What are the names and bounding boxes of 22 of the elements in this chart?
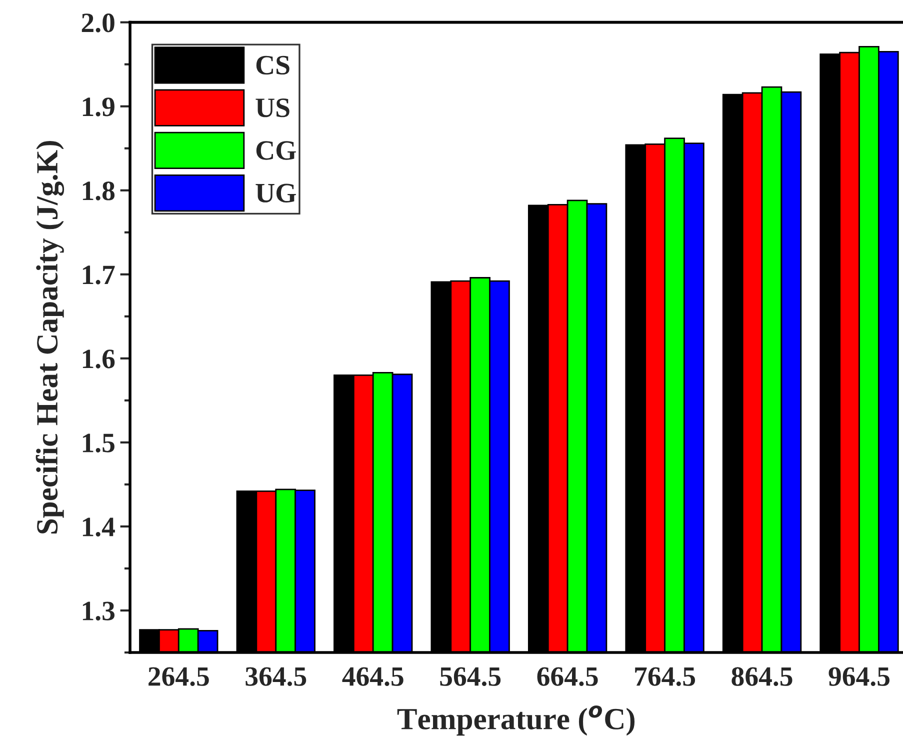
x-tick-label: 264.5 bbox=[148, 667, 209, 686]
legend-label: UG bbox=[256, 184, 296, 202]
x-tick-label: 364.5 bbox=[246, 667, 306, 686]
x-tick-label: 864.5 bbox=[732, 667, 792, 686]
legend-label: CG bbox=[256, 141, 296, 160]
legend-label: US bbox=[256, 98, 290, 118]
x-tick-label: 964.5 bbox=[828, 667, 890, 686]
y-tick-label: 1.3 bbox=[82, 602, 114, 621]
x-tick-label: 464.5 bbox=[342, 667, 404, 686]
y-tick-label: 1.9 bbox=[82, 98, 114, 116]
x-axis-title: Temperature ($^{o}$C) bbox=[397, 705, 635, 736]
y-tick-label: 1.6 bbox=[82, 350, 115, 368]
y-tick-label: 2.0 bbox=[82, 13, 114, 32]
x-tick-label: 764.5 bbox=[635, 667, 696, 686]
legend-label: CS bbox=[256, 56, 290, 75]
y-axis-title: Specific Heat Capacity (J/g.K) bbox=[36, 141, 64, 534]
x-tick-label: 564.5 bbox=[440, 667, 501, 686]
y-tick-label: 1.7 bbox=[82, 266, 115, 284]
x-tick-label: 664.5 bbox=[537, 667, 598, 686]
y-tick-label: 1.8 bbox=[82, 182, 115, 200]
y-tick-label: 1.4 bbox=[82, 518, 115, 536]
y-tick-label: 1.5 bbox=[82, 434, 114, 452]
